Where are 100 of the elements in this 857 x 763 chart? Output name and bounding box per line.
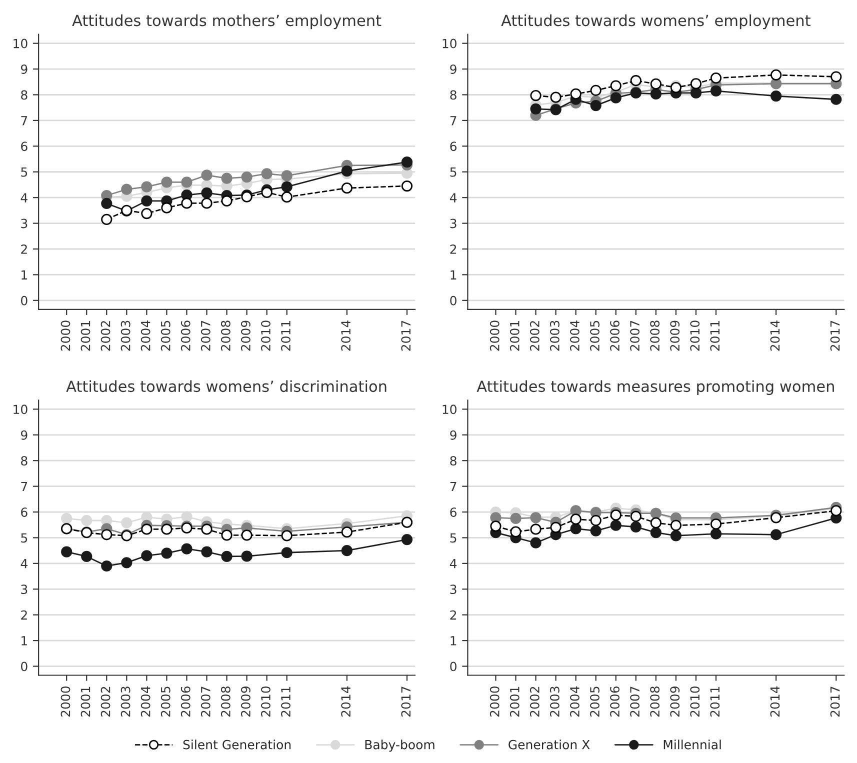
chart-title: Attitudes towards mothers’ employment	[72, 14, 382, 30]
point	[101, 198, 112, 210]
point	[530, 90, 542, 102]
y-tick-label: 1	[450, 636, 456, 646]
point	[341, 182, 352, 194]
point	[261, 186, 272, 198]
y-tick-label: 0	[21, 296, 28, 306]
y-tick-label: 10	[14, 38, 28, 48]
point	[630, 521, 642, 532]
point	[710, 85, 722, 96]
point	[401, 156, 413, 168]
y-tick-label: 8	[21, 90, 28, 100]
point	[830, 505, 842, 516]
point	[590, 514, 602, 526]
x-tick-label: 2004	[140, 320, 150, 351]
point	[101, 214, 112, 225]
point	[590, 525, 602, 536]
point	[830, 71, 842, 82]
point	[530, 524, 542, 535]
x-tick-label: 2003	[120, 320, 130, 351]
x-tick-label: 2017	[830, 686, 840, 717]
point	[181, 176, 192, 188]
x-tick-label: 2006	[610, 686, 620, 717]
x-tick-label: 2000	[490, 686, 500, 717]
point	[650, 517, 662, 528]
y-tick-label: 2	[450, 244, 456, 254]
y-tick-label: 3	[450, 584, 456, 594]
legend-label: Silent Generation	[183, 740, 291, 750]
y-tick-label: 1	[22, 636, 27, 646]
point	[610, 510, 622, 521]
x-tick-label: 2009	[670, 686, 680, 717]
x-tick-label: 2009	[240, 686, 250, 717]
y-tick-label: 6	[450, 507, 456, 517]
x-tick-label: 2011	[710, 686, 720, 717]
point	[141, 524, 152, 535]
point	[241, 530, 252, 541]
point	[770, 69, 782, 81]
x-tick-label: 2008	[220, 320, 230, 351]
y-tick-label: 0	[450, 662, 456, 672]
point	[181, 198, 192, 209]
x-tick-label: 2000	[60, 320, 70, 351]
point	[181, 543, 192, 554]
y-tick-label: 6	[450, 142, 456, 152]
point	[161, 176, 172, 188]
x-tick-label: 2004	[570, 686, 580, 717]
y-tick-label: 9	[450, 64, 456, 74]
x-tick-label: 2007	[630, 320, 640, 351]
point	[610, 92, 622, 104]
x-tick-label: 2001	[80, 686, 90, 717]
x-tick-label: 2002	[530, 686, 540, 717]
x-tick-label: 2010	[690, 686, 700, 717]
x-tick-label: 2009	[240, 320, 250, 351]
y-tick-label: 7	[450, 482, 456, 492]
point	[221, 195, 232, 206]
point	[241, 171, 252, 183]
point	[221, 172, 232, 184]
point	[201, 198, 212, 209]
y-tick-label: 7	[21, 482, 28, 492]
y-tick-label: 0	[450, 296, 456, 306]
y-tick-label: 0	[21, 662, 28, 672]
x-tick-label: 2002	[530, 321, 540, 351]
point	[201, 524, 212, 535]
point	[650, 78, 662, 90]
x-tick-label: 2000	[490, 320, 500, 351]
point	[161, 202, 172, 214]
x-tick-label: 2017	[830, 320, 840, 351]
point	[121, 184, 132, 195]
x-tick-label: 2001	[510, 686, 520, 717]
point	[710, 518, 722, 530]
point	[121, 517, 132, 528]
point	[670, 530, 682, 542]
legend-label: Generation X	[508, 740, 590, 750]
point	[81, 550, 92, 562]
x-tick-label: 2010	[690, 320, 700, 351]
point	[550, 522, 562, 533]
chart-title: Attitudes towards measures promoting women	[476, 380, 834, 396]
point	[610, 520, 622, 531]
y-tick-label: 10	[14, 404, 28, 414]
y-tick-label: 10	[442, 38, 456, 48]
y-tick-label: 6	[21, 142, 28, 152]
x-tick-label: 2008	[650, 686, 660, 717]
point	[141, 181, 152, 192]
point	[221, 550, 232, 562]
point	[770, 90, 782, 102]
point	[830, 94, 842, 105]
point	[121, 557, 132, 568]
point	[530, 103, 542, 114]
point	[341, 526, 352, 538]
point	[630, 75, 642, 86]
point	[630, 510, 642, 522]
x-tick-label: 2000	[60, 686, 70, 717]
point	[181, 511, 192, 522]
point	[670, 520, 682, 531]
y-tick-label: 1	[22, 270, 27, 280]
point	[281, 192, 292, 203]
point	[61, 512, 72, 524]
x-tick-label: 2001	[510, 320, 520, 351]
y-tick-label: 5	[450, 533, 456, 543]
y-tick-label: 4	[20, 559, 28, 568]
y-tick-label: 2	[21, 244, 27, 254]
